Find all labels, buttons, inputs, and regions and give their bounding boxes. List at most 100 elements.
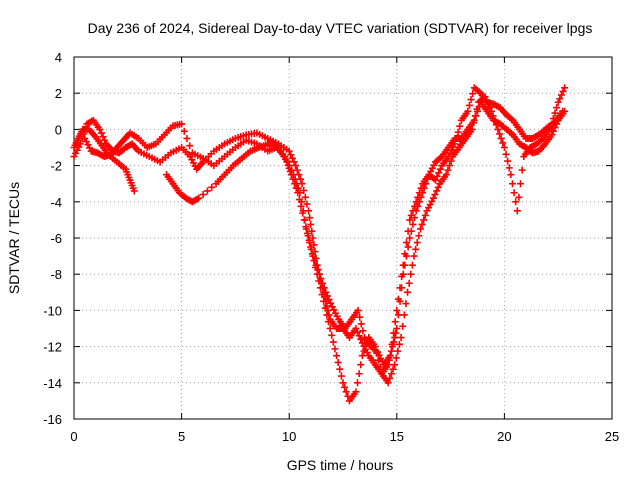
plus-marker (391, 361, 399, 369)
plus-marker (316, 284, 324, 292)
plus-marker (195, 194, 203, 202)
plus-marker (300, 216, 308, 224)
plus-marker (386, 374, 394, 382)
plus-marker (561, 84, 569, 92)
x-tick-label: 0 (70, 429, 77, 444)
plus-marker (468, 125, 476, 133)
plus-marker (307, 243, 315, 251)
plus-marker (306, 214, 314, 222)
plus-marker (396, 284, 404, 292)
plus-marker (337, 372, 345, 380)
plus-marker (412, 245, 420, 253)
plus-marker (283, 158, 291, 166)
plus-marker (505, 164, 513, 172)
plus-marker (393, 325, 401, 332)
plus-marker (406, 234, 414, 242)
plus-marker (512, 198, 520, 206)
plus-marker (389, 365, 397, 373)
plus-marker (309, 234, 317, 242)
plus-marker (336, 365, 344, 373)
plus-marker (433, 187, 441, 195)
plus-marker (404, 288, 412, 296)
plus-marker (401, 250, 409, 258)
plus-marker (398, 272, 406, 280)
plus-marker (402, 300, 410, 308)
plus-marker (285, 164, 293, 172)
plus-marker (442, 171, 450, 179)
plus-marker (289, 175, 297, 183)
plus-marker (551, 109, 559, 117)
plus-marker (320, 297, 328, 305)
plus-marker (284, 161, 292, 169)
plus-marker (310, 257, 318, 265)
plus-marker (324, 318, 332, 326)
plus-marker (494, 125, 502, 133)
plus-marker (375, 356, 383, 364)
plus-marker (432, 176, 440, 184)
plus-marker (402, 239, 410, 247)
plus-marker (410, 252, 418, 260)
plus-marker (388, 340, 396, 348)
plus-marker (504, 157, 512, 165)
plus-marker (183, 134, 191, 142)
plus-marker (556, 95, 564, 103)
plus-marker (394, 311, 402, 319)
plus-marker (329, 338, 337, 346)
plus-marker (413, 239, 421, 247)
plus-marker (404, 227, 412, 235)
plus-marker (292, 184, 300, 192)
plus-marker (433, 172, 441, 180)
plus-marker (392, 354, 400, 362)
plus-marker (473, 105, 481, 113)
plus-marker (312, 263, 320, 271)
plus-marker (444, 166, 452, 174)
plus-marker (384, 379, 392, 387)
plus-marker (303, 200, 311, 208)
plus-marker (199, 191, 207, 199)
plus-marker (208, 183, 216, 191)
plus-marker (548, 131, 556, 139)
plus-marker (301, 193, 309, 201)
plus-marker (287, 151, 295, 159)
chart-title: Day 236 of 2024, Sidereal Day-to-day VTE… (88, 20, 593, 36)
x-tick-label: 25 (605, 429, 619, 444)
plus-marker (387, 370, 395, 378)
plus-marker (559, 87, 567, 95)
plus-marker (399, 322, 407, 330)
plus-marker (362, 343, 370, 351)
plus-marker (303, 229, 311, 237)
plus-marker (400, 311, 408, 319)
plus-marker (510, 189, 518, 197)
plus-marker (421, 211, 429, 219)
plus-marker (407, 270, 415, 278)
plus-marker (434, 183, 442, 191)
y-tick-label: 4 (55, 50, 62, 65)
series-track-2 (81, 84, 569, 369)
plus-marker (518, 166, 526, 174)
plus-marker (404, 243, 412, 251)
plus-marker (465, 101, 473, 109)
plus-marker (420, 216, 428, 224)
plus-marker (299, 209, 307, 217)
plus-marker (456, 122, 464, 130)
y-tick-label: -16 (43, 412, 62, 427)
plus-marker (300, 186, 308, 194)
plus-marker (288, 154, 296, 162)
x-axis-label: GPS time / hours (287, 457, 394, 473)
x-tick-label: 5 (178, 429, 185, 444)
y-tick-label: -8 (50, 267, 62, 282)
plus-marker (325, 296, 333, 304)
plus-marker (292, 162, 300, 170)
plus-marker (393, 306, 401, 314)
plus-marker (101, 136, 109, 144)
plus-marker (471, 112, 479, 120)
plus-marker (305, 236, 313, 244)
plus-marker (407, 211, 415, 219)
plus-marker (496, 130, 504, 138)
plus-marker (391, 318, 399, 326)
plus-marker (203, 187, 211, 195)
plus-marker (321, 304, 329, 312)
plus-marker (130, 187, 138, 195)
plus-marker (451, 140, 459, 148)
